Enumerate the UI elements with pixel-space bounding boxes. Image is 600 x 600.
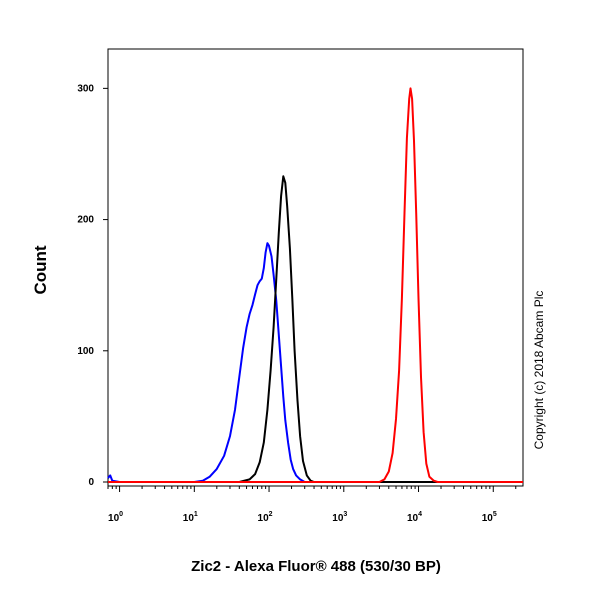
series-line-2	[108, 175, 523, 483]
copyright-annotation: Copyright (c) 2018 Abcam Plc	[532, 291, 546, 450]
x-tick-label: 101	[183, 511, 198, 524]
y-tick-label: 100	[77, 346, 94, 357]
x-tick-label: 100	[108, 511, 123, 524]
x-tick-label: 103	[332, 511, 347, 524]
series-line-1	[107, 242, 523, 483]
x-axis-title: Zic2 - Alexa Fluor® 488 (530/30 BP)	[191, 558, 441, 575]
series-line-3	[108, 87, 523, 483]
y-tick-label: 0	[88, 477, 94, 488]
plot-frame	[107, 48, 524, 487]
x-tick-label: 104	[407, 511, 422, 524]
y-tick-label: 200	[77, 215, 94, 226]
series-layer	[107, 87, 523, 483]
y-axis: 0 100 200 300	[77, 83, 108, 488]
y-axis-title: Count	[31, 245, 50, 294]
x-tick-label: 102	[258, 511, 273, 524]
y-tick-label: 300	[77, 83, 94, 94]
x-axis: 100 101 102 103 104 105	[107, 486, 517, 524]
x-tick-label: 105	[482, 511, 497, 524]
